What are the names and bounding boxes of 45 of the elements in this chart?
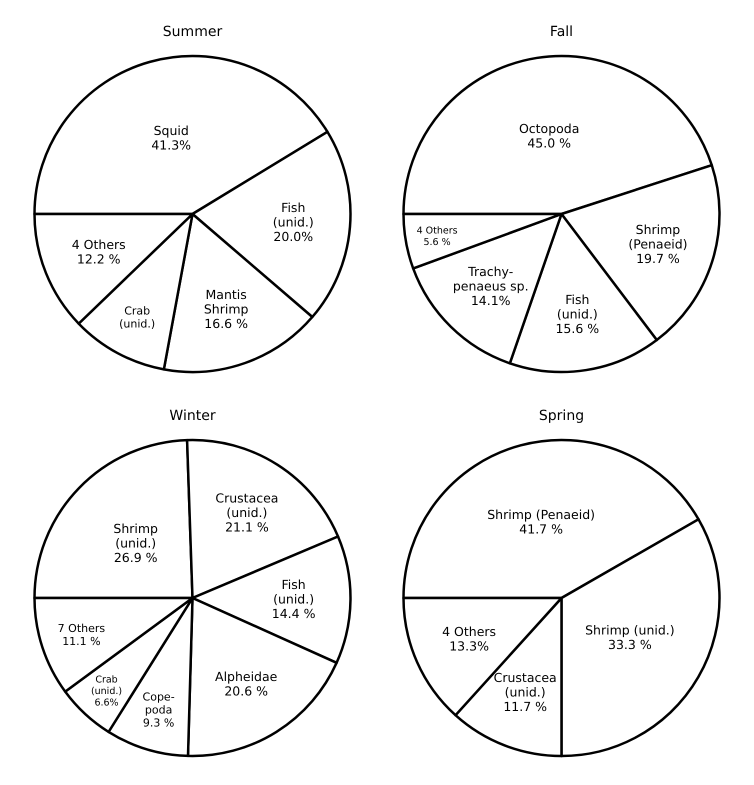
data-label: 14.1% <box>470 293 511 308</box>
data-label: 26.9 % <box>114 550 158 565</box>
data-label: 45.0 % <box>527 136 572 151</box>
data-label: 9.3 % <box>142 716 174 730</box>
slice-label: Crab (unid.) <box>90 674 122 697</box>
slice-label: 4 Others <box>416 226 458 237</box>
slice-label: Shrimp (unid.) <box>113 520 158 550</box>
data-label: 33.3 % <box>608 637 652 652</box>
slice-label: Shrimp (Penaeid) <box>628 222 688 252</box>
data-label: 6.6% <box>94 697 119 708</box>
slice-label: Crab (unid.) <box>119 304 156 330</box>
data-label: 41.3% <box>151 138 192 153</box>
data-label: 21.1 % <box>225 520 269 535</box>
slice-label: Crustacea (unid.) <box>494 670 557 700</box>
slice-label: Crustacea (unid.) <box>215 490 278 520</box>
slice-label: 4 Others <box>442 624 496 640</box>
data-label: 14.4 % <box>272 606 316 622</box>
data-label: 11.1 % <box>62 634 101 648</box>
slice-label: Trachy-penaeus sp. <box>452 264 529 294</box>
data-label: 16.6 % <box>204 316 248 332</box>
slice-label: 4 Others <box>72 236 126 252</box>
slice-label: Alpheidae <box>215 668 278 684</box>
data-label: 19.7 % <box>636 251 680 266</box>
slice-label: Squid <box>154 123 189 138</box>
slice-label: Mantis Shrimp <box>204 287 249 317</box>
data-label: 41.7 % <box>519 521 564 536</box>
chart-title: Spring <box>538 408 584 424</box>
chart-title: Winter <box>169 408 216 424</box>
data-label: 12.2 % <box>76 251 121 266</box>
chart-title: Summer <box>162 24 222 40</box>
slice-label: Octopoda <box>518 121 580 136</box>
slice-label: Cope-poda <box>142 690 175 717</box>
data-label: 13.3% <box>449 638 490 654</box>
slice-label: 7 Others <box>58 622 106 635</box>
data-label: 5.6 % <box>423 237 451 248</box>
slice-label: Fish (unid.) <box>556 292 598 322</box>
data-label: 15.6 % <box>555 320 600 336</box>
chart-title: Fall <box>550 24 574 40</box>
data-label: 20.6 % <box>224 683 268 698</box>
slice-label: Fish (unid.) <box>273 577 314 607</box>
slice-label: Fish (unid.) <box>272 200 314 230</box>
slice-label: Shrimp (unid.) <box>585 622 675 638</box>
slice-label: Shrimp (Penaeid) <box>487 506 596 522</box>
data-label: 20.0% <box>273 229 314 244</box>
data-label: 11.7 % <box>503 699 548 714</box>
